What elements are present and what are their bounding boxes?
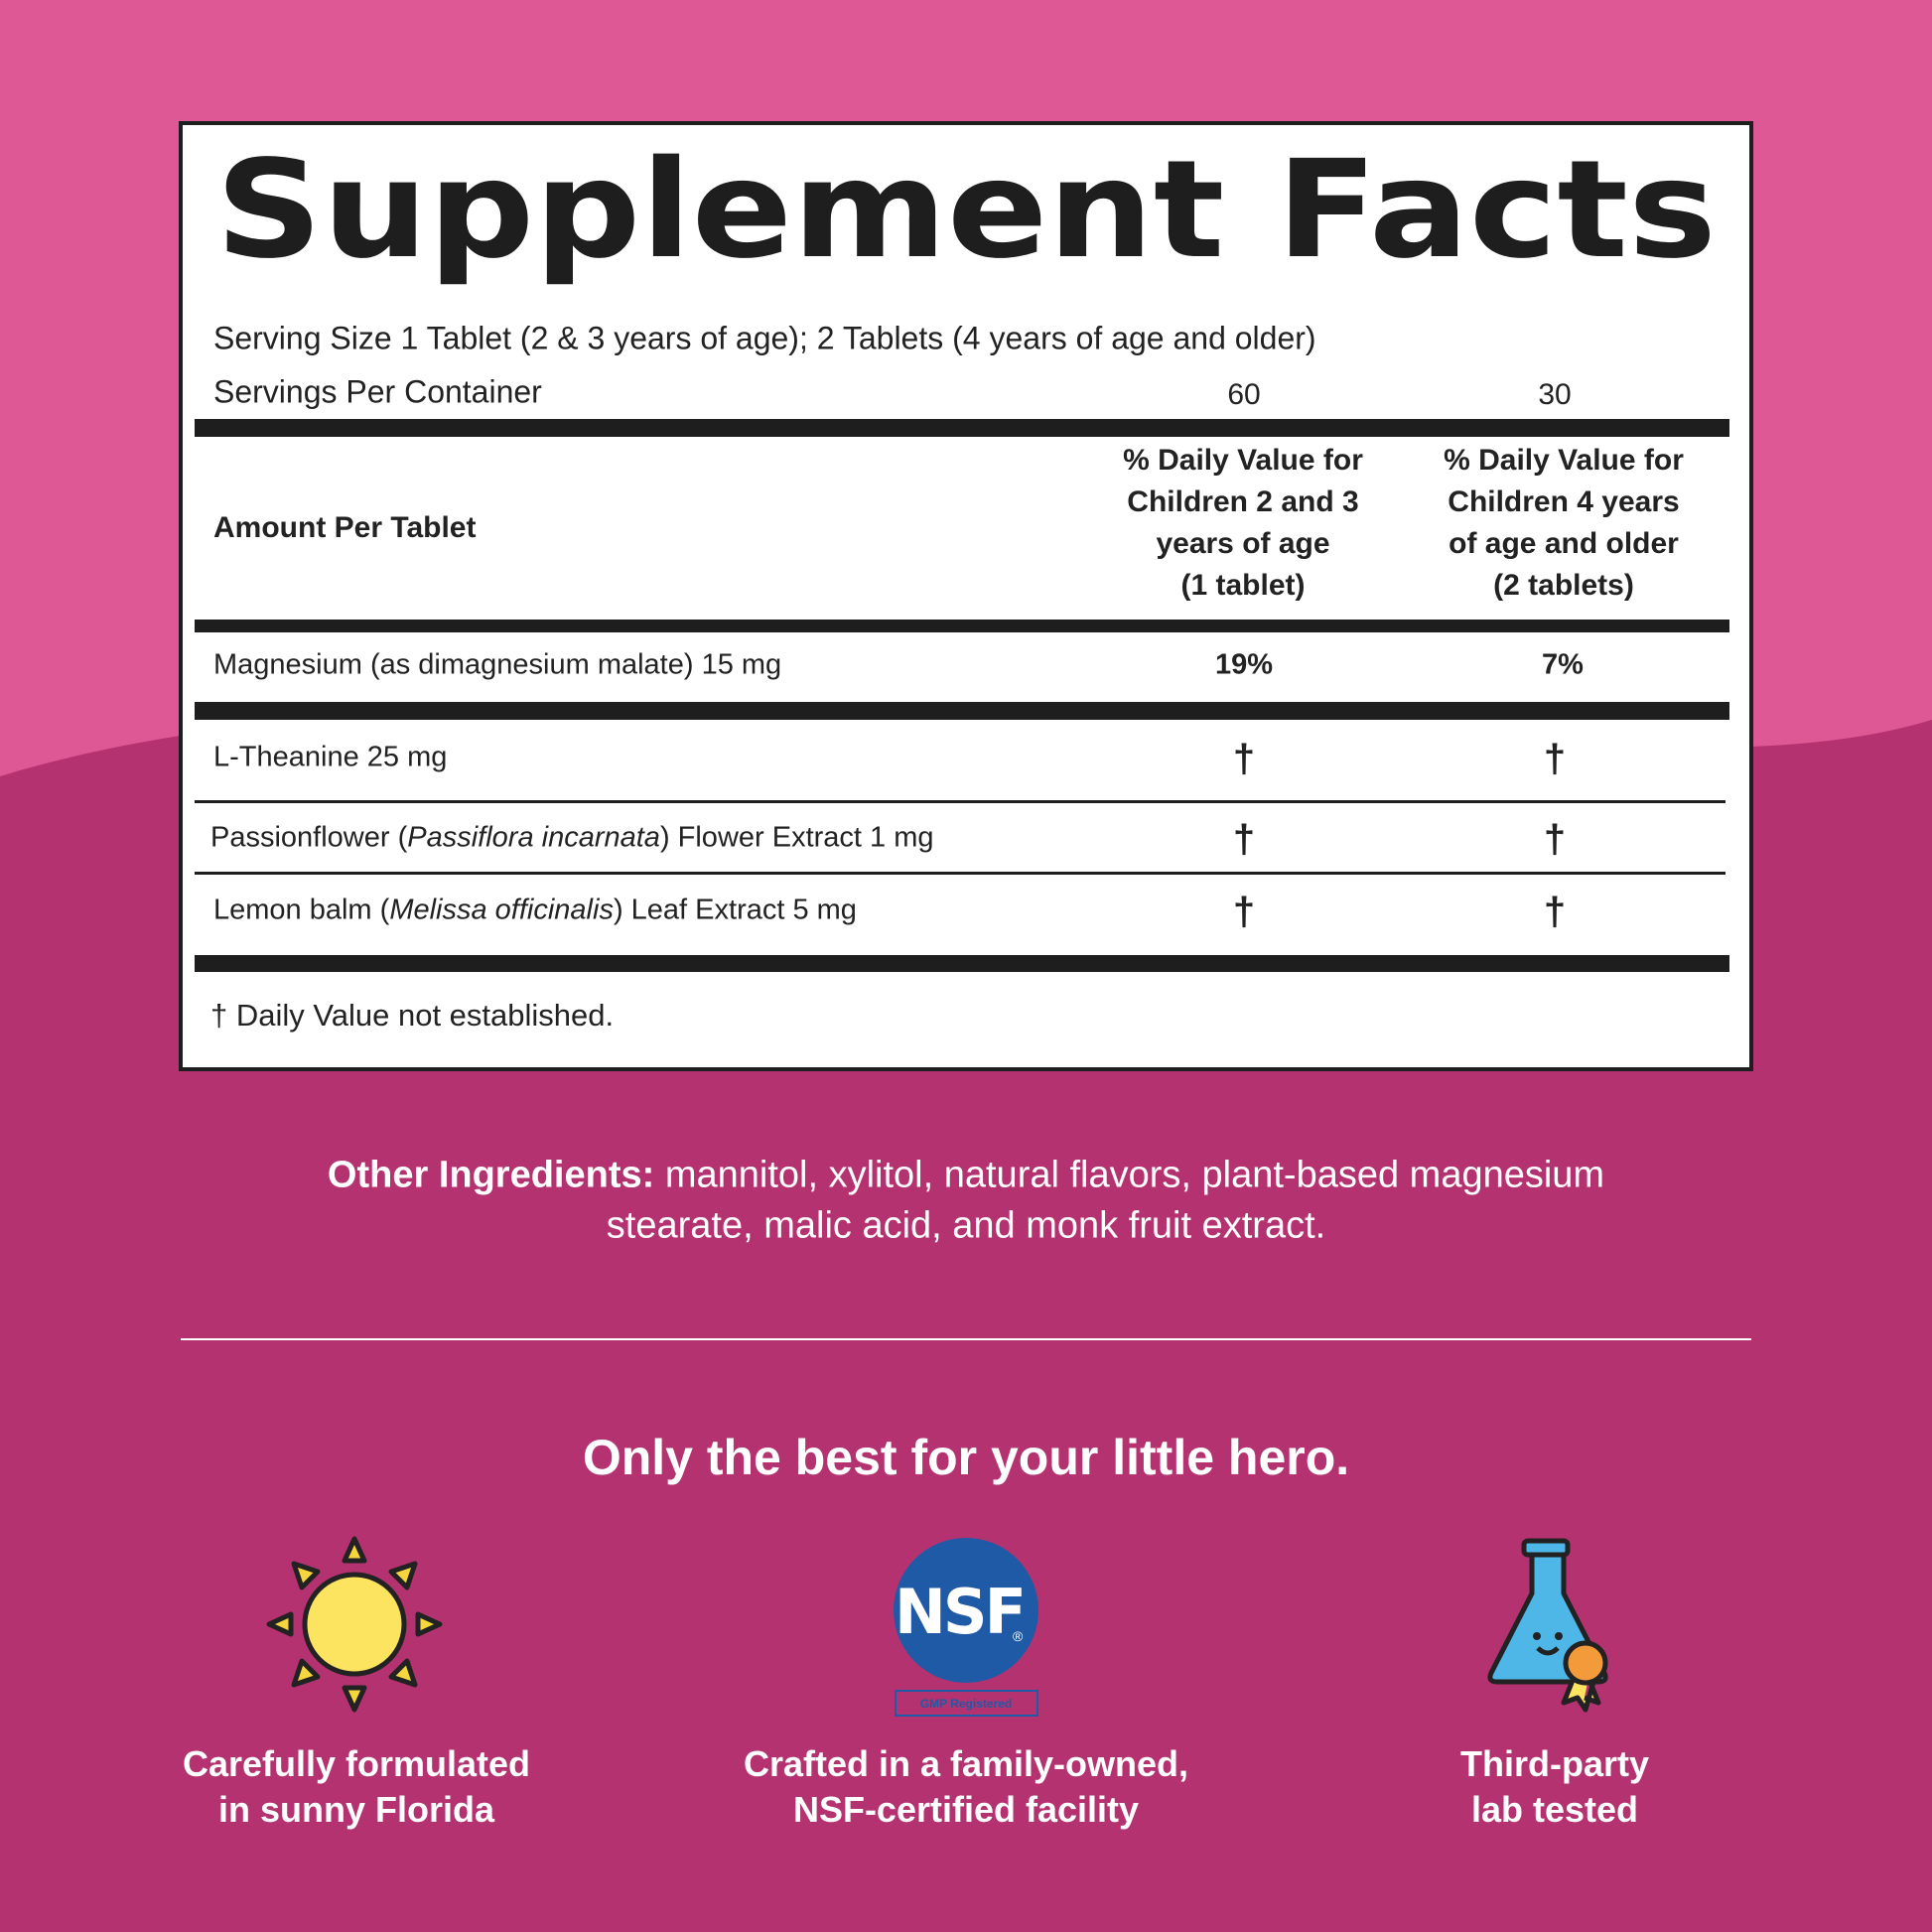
caption-line: Third-party — [1459, 1743, 1650, 1784]
rule-thick — [195, 702, 1729, 720]
rule-thick — [195, 419, 1729, 437]
servings-value: 30 — [1538, 378, 1572, 411]
oi-text: stearate, malic acid, and monk fruit ext… — [606, 1204, 1326, 1247]
row-name: L-Theanine 25 mg — [213, 742, 447, 774]
name-part: ) Leaf Extract 5 mg — [613, 894, 857, 926]
nsf-registered: ® — [1013, 1628, 1024, 1644]
servings-value: 60 — [1227, 378, 1261, 411]
oi-text: mannitol, xylitol, natural flavors, plan… — [664, 1154, 1605, 1196]
dv-value: † — [1543, 737, 1567, 781]
dv-value: † — [1232, 890, 1256, 934]
other-ingredients: Other Ingredients: mannitol, xylitol, na… — [328, 1155, 1604, 1197]
dv-header-line: of age and older — [1449, 527, 1679, 560]
dv-header-line: Children 2 and 3 — [1127, 485, 1359, 518]
dv-value: † — [1232, 737, 1256, 781]
feature-caption: Carefully formulated in sunny Florida — [183, 1741, 530, 1833]
feature-caption: Third-party lab tested — [1460, 1741, 1649, 1833]
name-part-italic: Passiflora incarnata — [407, 821, 660, 854]
footnote: † Daily Value not established. — [210, 998, 615, 1033]
dv-header-line: Children 4 years — [1448, 485, 1680, 518]
row-name: Passionflower (Passiflora incarnata) Flo… — [210, 822, 934, 855]
caption-line: Crafted in a family-owned, — [743, 1743, 1189, 1784]
rule-thick — [195, 955, 1729, 972]
oi-label: Other Ingredients: — [327, 1154, 655, 1196]
rule-thin — [195, 800, 1725, 803]
caption-line: lab tested — [1470, 1789, 1639, 1830]
dv-header-line: years of age — [1156, 527, 1330, 560]
servings-label: Servings Per Container — [213, 373, 542, 410]
amount-label: Amount Per Tablet — [213, 511, 477, 544]
nsf-logo: NSF ® GMP Registered — [894, 1538, 1038, 1717]
dv-value: 7% — [1542, 648, 1584, 681]
dv-header: % Daily Value for Children 2 and 3 years… — [1123, 440, 1363, 607]
dv-header: % Daily Value for Children 4 years of ag… — [1444, 440, 1684, 607]
row-name: Magnesium (as dimagnesium malate) 15 mg — [213, 649, 781, 682]
panel-title: Supplement Facts — [215, 132, 1717, 289]
feature-caption: Crafted in a family-owned, NSF-certified … — [744, 1741, 1188, 1833]
flask-icon — [1487, 1538, 1608, 1713]
row-name: Lemon balm (Melissa officinalis) Leaf Ex… — [213, 895, 857, 927]
tagline: Only the best for your little hero. — [582, 1430, 1350, 1485]
facts-panel — [179, 121, 1753, 1071]
dv-header-line: (2 tablets) — [1493, 569, 1634, 602]
dv-value: † — [1543, 817, 1567, 862]
dv-header-line: % Daily Value for — [1123, 444, 1363, 477]
caption-line: Carefully formulated — [182, 1743, 531, 1784]
caption-line: in sunny Florida — [217, 1789, 495, 1830]
name-part: ) Flower Extract 1 mg — [659, 821, 934, 854]
dv-header-line: % Daily Value for — [1444, 444, 1684, 477]
dv-value: 19% — [1214, 648, 1274, 681]
name-part: L-Theanine 25 mg — [213, 741, 448, 773]
rule-thick — [195, 620, 1729, 632]
serving-size: Serving Size 1 Tablet (2 & 3 years of ag… — [213, 320, 1316, 356]
name-part: Magnesium (as dimagnesium malate) 15 mg — [213, 648, 782, 681]
nsf-mark: NSF — [895, 1576, 1024, 1648]
name-part: Lemon balm ( — [213, 894, 390, 926]
rule-thin — [195, 872, 1725, 875]
caption-line: NSF-certified facility — [792, 1789, 1140, 1830]
dv-header-line: (1 tablet) — [1180, 569, 1306, 602]
dv-value: † — [1543, 890, 1567, 934]
nsf-badge: GMP Registered — [920, 1697, 1012, 1711]
sun-icon — [266, 1536, 443, 1713]
dv-value: † — [1232, 817, 1256, 862]
name-part-italic: Melissa officinalis — [389, 894, 614, 926]
name-part: Passionflower ( — [210, 821, 408, 854]
